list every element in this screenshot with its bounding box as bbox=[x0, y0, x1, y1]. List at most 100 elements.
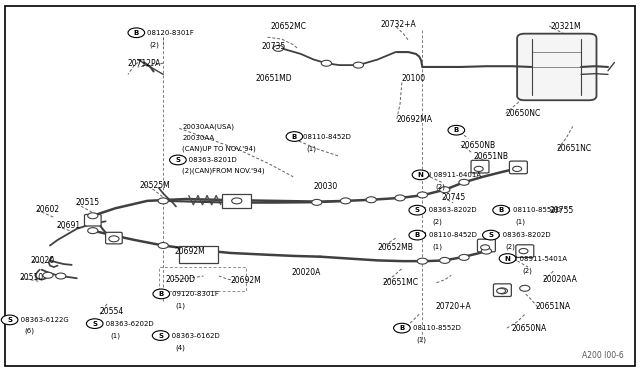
Text: (CAN)UP TO NOV.'94): (CAN)UP TO NOV.'94) bbox=[182, 145, 256, 152]
FancyBboxPatch shape bbox=[509, 161, 527, 174]
Text: 20525M: 20525M bbox=[140, 181, 170, 190]
Text: N 08911-5401A: N 08911-5401A bbox=[512, 256, 567, 262]
Circle shape bbox=[409, 205, 426, 215]
Text: 20030AA: 20030AA bbox=[182, 135, 214, 141]
Circle shape bbox=[481, 248, 492, 254]
Circle shape bbox=[497, 288, 506, 294]
Text: 20650NC: 20650NC bbox=[506, 109, 541, 118]
Text: (1): (1) bbox=[516, 219, 526, 225]
FancyBboxPatch shape bbox=[471, 160, 489, 173]
Text: (1): (1) bbox=[306, 145, 316, 152]
Text: 20735: 20735 bbox=[261, 42, 285, 51]
FancyBboxPatch shape bbox=[517, 34, 596, 100]
FancyBboxPatch shape bbox=[84, 214, 101, 226]
FancyBboxPatch shape bbox=[516, 245, 534, 257]
Text: 20720+A: 20720+A bbox=[435, 302, 471, 311]
Text: 20755: 20755 bbox=[549, 206, 573, 215]
Text: B: B bbox=[415, 232, 420, 238]
Circle shape bbox=[109, 236, 119, 242]
Circle shape bbox=[440, 257, 450, 263]
Text: N 08911-6401A: N 08911-6401A bbox=[426, 172, 481, 178]
Circle shape bbox=[440, 187, 450, 193]
Circle shape bbox=[520, 285, 530, 291]
Text: B 09120-8301F: B 09120-8301F bbox=[165, 291, 219, 297]
Circle shape bbox=[459, 179, 469, 185]
Circle shape bbox=[312, 199, 322, 205]
Circle shape bbox=[1, 315, 18, 325]
Text: 20692M: 20692M bbox=[230, 276, 261, 285]
Circle shape bbox=[340, 198, 351, 204]
Circle shape bbox=[353, 62, 364, 68]
Text: (4): (4) bbox=[175, 344, 185, 351]
Circle shape bbox=[152, 331, 169, 340]
Circle shape bbox=[43, 272, 53, 278]
Circle shape bbox=[493, 205, 509, 215]
Circle shape bbox=[153, 289, 170, 299]
Text: 20321M: 20321M bbox=[550, 22, 581, 31]
Text: S: S bbox=[7, 317, 12, 323]
Text: S 08363-6122G: S 08363-6122G bbox=[14, 317, 69, 323]
Text: 20712PA: 20712PA bbox=[128, 59, 161, 68]
Text: 20745: 20745 bbox=[442, 193, 466, 202]
Text: B 08120-8301F: B 08120-8301F bbox=[140, 30, 193, 36]
Text: 20651MD: 20651MD bbox=[256, 74, 292, 83]
Text: 20650NA: 20650NA bbox=[512, 324, 547, 333]
Text: 20515: 20515 bbox=[76, 198, 100, 207]
Circle shape bbox=[483, 230, 499, 240]
Circle shape bbox=[170, 155, 186, 165]
Text: 20020AA: 20020AA bbox=[543, 275, 577, 284]
Circle shape bbox=[513, 166, 522, 171]
Text: S: S bbox=[92, 321, 97, 327]
Text: S: S bbox=[415, 207, 420, 213]
Text: S: S bbox=[175, 157, 180, 163]
Text: (1): (1) bbox=[433, 243, 443, 250]
Circle shape bbox=[128, 28, 145, 38]
Circle shape bbox=[88, 228, 98, 234]
Text: 20602: 20602 bbox=[35, 205, 60, 214]
Text: 20651NC: 20651NC bbox=[557, 144, 592, 153]
Circle shape bbox=[286, 132, 303, 141]
Text: 20652MB: 20652MB bbox=[378, 243, 413, 252]
Text: 20652MC: 20652MC bbox=[270, 22, 306, 31]
Text: 20520D: 20520D bbox=[165, 275, 195, 284]
Circle shape bbox=[232, 198, 242, 204]
Text: (2): (2) bbox=[433, 219, 442, 225]
Text: S 08363-6162D: S 08363-6162D bbox=[165, 333, 220, 339]
Text: (2): (2) bbox=[506, 243, 515, 250]
Text: 20650NB: 20650NB bbox=[461, 141, 496, 150]
Text: 20732+A: 20732+A bbox=[381, 20, 417, 29]
Text: S 08363-8202D: S 08363-8202D bbox=[496, 232, 550, 238]
Text: (6): (6) bbox=[24, 328, 35, 334]
Text: B: B bbox=[454, 127, 459, 133]
Text: 20020: 20020 bbox=[31, 256, 55, 265]
Circle shape bbox=[56, 273, 66, 279]
Text: 20030AA(USA): 20030AA(USA) bbox=[182, 123, 234, 130]
Text: S: S bbox=[488, 232, 493, 238]
Text: B 08110-8452D: B 08110-8452D bbox=[296, 134, 351, 140]
Text: (2)(CAN)FROM NOV.'94): (2)(CAN)FROM NOV.'94) bbox=[182, 168, 265, 174]
Text: B: B bbox=[134, 30, 139, 36]
FancyBboxPatch shape bbox=[106, 232, 122, 244]
Text: 20651NB: 20651NB bbox=[474, 152, 509, 161]
Text: 20691: 20691 bbox=[56, 221, 81, 230]
FancyBboxPatch shape bbox=[477, 239, 495, 252]
Circle shape bbox=[88, 213, 98, 219]
Text: B 08110-8552D: B 08110-8552D bbox=[406, 325, 461, 331]
Circle shape bbox=[273, 45, 284, 51]
Circle shape bbox=[497, 288, 508, 294]
Circle shape bbox=[519, 248, 528, 254]
Text: B: B bbox=[159, 291, 164, 297]
Text: S 08363-8202D: S 08363-8202D bbox=[422, 207, 477, 213]
Circle shape bbox=[409, 230, 426, 240]
Circle shape bbox=[481, 245, 490, 250]
Bar bbox=[223, 194, 251, 208]
Circle shape bbox=[366, 197, 376, 203]
Text: B 08110-8452D: B 08110-8452D bbox=[422, 232, 477, 238]
Circle shape bbox=[474, 166, 483, 171]
Text: B: B bbox=[292, 134, 297, 140]
Text: N: N bbox=[417, 172, 424, 178]
Text: S: S bbox=[158, 333, 163, 339]
Text: B: B bbox=[399, 325, 404, 331]
Text: (2): (2) bbox=[522, 267, 532, 274]
Text: 20100: 20100 bbox=[402, 74, 426, 83]
